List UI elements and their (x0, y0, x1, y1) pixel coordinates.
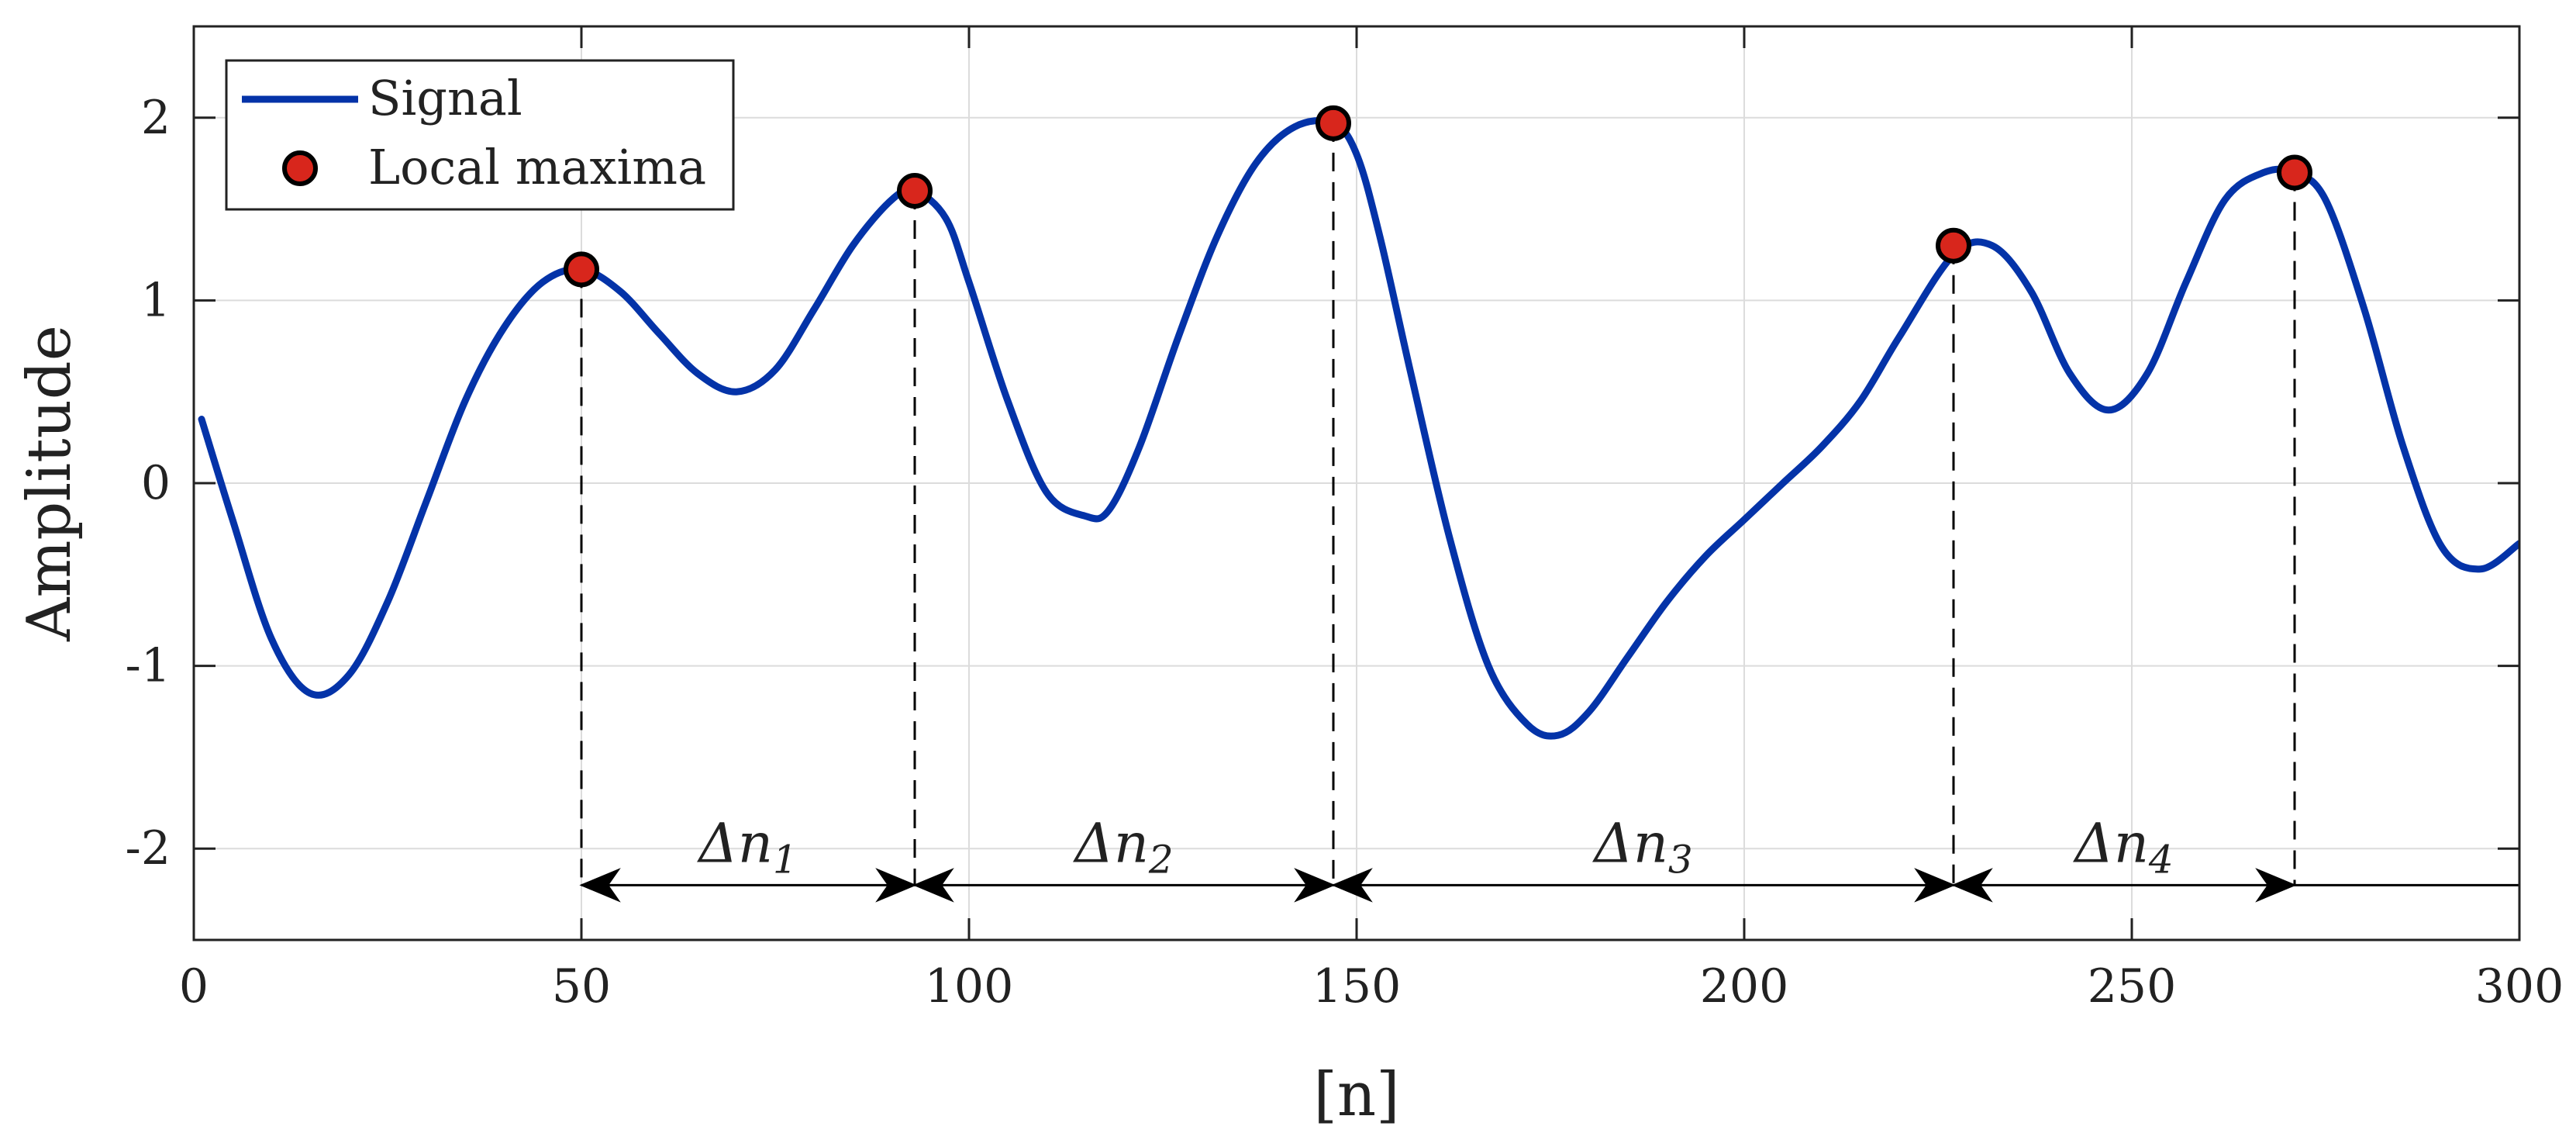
x-tick-label: 0 (179, 959, 209, 1014)
interval-arrowhead-end (1294, 868, 1336, 903)
local-maxima-markers (564, 105, 2312, 288)
legend-marker-icon (282, 150, 318, 186)
legend-label-local-maxima: Local maxima (368, 139, 706, 195)
x-tick-label: 100 (925, 959, 1014, 1014)
y-tick-label: 2 (141, 91, 171, 145)
axis-ticks: 0 50 100 150 200 250 300 -2 -1 0 1 2 (126, 26, 2564, 1014)
local-maximum-point (1936, 227, 1971, 264)
y-axis-label: Amplitude (15, 325, 84, 642)
interval-arrowhead-start (1951, 868, 1993, 903)
x-tick-label: 50 (552, 959, 611, 1014)
y-tick-label: -1 (126, 639, 171, 693)
interval-arrowhead-start (1331, 868, 1373, 903)
local-maximum-point (1316, 105, 1351, 141)
interval-annotations: Δn1 Δn2 Δn3 Δn4 (579, 123, 2519, 903)
interval-arrowhead-end (2255, 868, 2297, 903)
interval-arrowhead-end (875, 868, 917, 903)
y-tick-label: 1 (141, 273, 171, 327)
legend-box (225, 59, 735, 211)
local-maximum-point (897, 173, 933, 209)
legend-label-signal: Signal (368, 70, 522, 126)
y-tick-label: -2 (126, 821, 171, 876)
local-maximum-point (2277, 154, 2312, 191)
interval-arrowhead-start (579, 868, 621, 903)
y-tick-label: 0 (141, 456, 171, 510)
legend: Signal Local maxima (225, 59, 735, 211)
x-tick-label: 300 (2475, 959, 2564, 1014)
interval-arrowhead-start (912, 868, 954, 903)
x-axis-label: [n] (1313, 1060, 1399, 1130)
local-maximum-point (564, 251, 599, 288)
x-tick-label: 200 (1700, 959, 1789, 1014)
interval-arrowhead-end (1914, 868, 1956, 903)
x-tick-label: 250 (2088, 959, 2177, 1014)
x-tick-label: 150 (1312, 959, 1402, 1014)
